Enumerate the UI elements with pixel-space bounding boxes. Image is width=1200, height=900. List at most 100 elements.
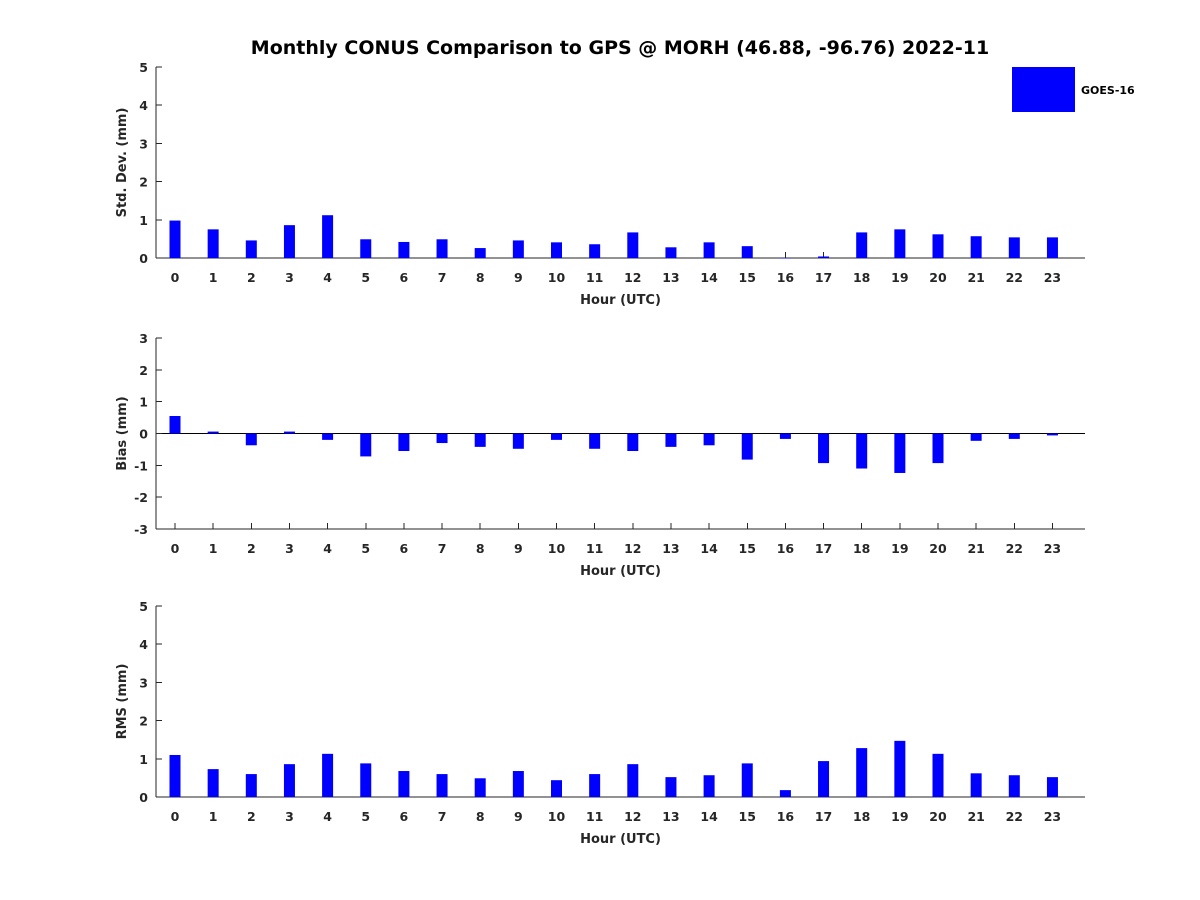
x-tick-label: 21 bbox=[967, 809, 984, 824]
x-tick-label: 3 bbox=[285, 809, 294, 824]
bar-hour-12 bbox=[627, 433, 639, 452]
x-tick-label: 19 bbox=[891, 270, 908, 285]
x-tick-label: 5 bbox=[361, 270, 370, 285]
bar-hour-23 bbox=[1046, 433, 1058, 436]
y-axis-label: Bias (mm) bbox=[115, 396, 130, 470]
y-tick-label: 1 bbox=[139, 752, 148, 767]
bar-hour-17 bbox=[818, 433, 830, 464]
bar-hour-5 bbox=[360, 763, 372, 797]
bar-hour-18 bbox=[856, 748, 868, 797]
bar-hour-13 bbox=[665, 247, 677, 258]
x-tick-label: 6 bbox=[400, 809, 409, 824]
x-tick-label: 19 bbox=[891, 809, 908, 824]
x-tick-label: 17 bbox=[815, 270, 832, 285]
bar-hour-16 bbox=[779, 258, 791, 259]
y-tick-label: 0 bbox=[139, 251, 148, 266]
bar-hour-1 bbox=[207, 229, 219, 258]
bar-hour-2 bbox=[245, 433, 257, 446]
bar-hour-11 bbox=[589, 433, 601, 449]
x-tick-label: 8 bbox=[476, 270, 485, 285]
bar-hour-11 bbox=[589, 244, 601, 258]
bar-hour-6 bbox=[398, 241, 410, 258]
x-tick-label: 5 bbox=[361, 541, 370, 556]
y-tick-label: 5 bbox=[139, 60, 148, 75]
x-tick-label: 5 bbox=[361, 809, 370, 824]
bar-hour-18 bbox=[856, 433, 868, 469]
bar-hour-8 bbox=[474, 248, 486, 258]
y-tick-label: 3 bbox=[139, 331, 148, 346]
bar-hour-13 bbox=[665, 777, 677, 797]
y-tick-label: 3 bbox=[139, 136, 148, 151]
x-tick-label: 10 bbox=[548, 270, 566, 285]
bar-hour-1 bbox=[207, 769, 219, 797]
x-tick-label: 2 bbox=[247, 541, 256, 556]
x-tick-label: 11 bbox=[586, 809, 603, 824]
x-tick-label: 10 bbox=[548, 541, 566, 556]
bar-hour-7 bbox=[436, 239, 448, 258]
bar-hour-10 bbox=[551, 433, 562, 440]
bar-hour-15 bbox=[741, 246, 753, 258]
x-tick-label: 2 bbox=[247, 809, 256, 824]
x-tick-label: 15 bbox=[739, 541, 756, 556]
y-tick-label: -3 bbox=[134, 522, 148, 537]
x-tick-label: 4 bbox=[323, 809, 332, 824]
bar-hour-20 bbox=[932, 234, 944, 258]
x-tick-label: 1 bbox=[209, 809, 218, 824]
x-tick-label: 11 bbox=[586, 270, 603, 285]
x-tick-label: 4 bbox=[323, 541, 332, 556]
x-axis-label: Hour (UTC) bbox=[580, 564, 661, 579]
bar-hour-20 bbox=[932, 433, 944, 464]
bar-hour-10 bbox=[551, 242, 562, 258]
x-tick-label: 17 bbox=[815, 541, 832, 556]
x-tick-label: 16 bbox=[777, 270, 795, 285]
bar-hour-17 bbox=[818, 761, 830, 797]
bar-hour-10 bbox=[551, 780, 562, 797]
x-tick-label: 16 bbox=[777, 809, 795, 824]
bar-hour-4 bbox=[322, 215, 334, 258]
y-tick-label: 1 bbox=[139, 213, 148, 228]
x-tick-label: 4 bbox=[323, 270, 332, 285]
x-tick-label: 0 bbox=[171, 541, 180, 556]
x-tick-label: 12 bbox=[624, 809, 641, 824]
bar-hour-14 bbox=[703, 775, 715, 797]
y-axis-label: RMS (mm) bbox=[115, 664, 130, 740]
bar-hour-17 bbox=[818, 256, 830, 258]
x-tick-label: 23 bbox=[1044, 541, 1061, 556]
bar-hour-21 bbox=[970, 773, 982, 797]
bar-hour-4 bbox=[322, 433, 334, 440]
bar-hour-22 bbox=[1008, 237, 1020, 258]
bar-hour-13 bbox=[665, 433, 677, 447]
bar-hour-22 bbox=[1008, 433, 1020, 439]
bar-hour-3 bbox=[283, 764, 295, 797]
y-tick-label: 3 bbox=[139, 675, 148, 690]
x-tick-label: 6 bbox=[400, 270, 409, 285]
bar-hour-9 bbox=[512, 433, 524, 449]
bar-hour-11 bbox=[589, 774, 601, 797]
y-tick-label: 2 bbox=[139, 714, 148, 729]
x-tick-label: 16 bbox=[777, 541, 795, 556]
x-tick-label: 8 bbox=[476, 809, 485, 824]
x-tick-label: 13 bbox=[662, 809, 679, 824]
x-tick-label: 18 bbox=[853, 270, 870, 285]
x-tick-label: 20 bbox=[929, 809, 947, 824]
bar-hour-15 bbox=[741, 433, 753, 460]
x-tick-label: 23 bbox=[1044, 809, 1061, 824]
x-tick-label: 17 bbox=[815, 809, 832, 824]
x-tick-label: 6 bbox=[400, 541, 409, 556]
chart-title: Monthly CONUS Comparison to GPS @ MORH (… bbox=[251, 37, 989, 59]
bar-hour-19 bbox=[894, 433, 906, 473]
bar-hour-12 bbox=[627, 764, 639, 797]
bar-hour-5 bbox=[360, 239, 372, 258]
x-tick-label: 22 bbox=[1006, 541, 1023, 556]
x-tick-label: 22 bbox=[1006, 270, 1023, 285]
x-axis-label: Hour (UTC) bbox=[580, 832, 661, 847]
y-tick-label: 5 bbox=[139, 599, 148, 614]
bar-hour-19 bbox=[894, 740, 906, 797]
bar-hour-7 bbox=[436, 433, 448, 444]
x-tick-label: 14 bbox=[700, 541, 718, 556]
x-tick-label: 1 bbox=[209, 541, 218, 556]
x-tick-label: 23 bbox=[1044, 270, 1061, 285]
